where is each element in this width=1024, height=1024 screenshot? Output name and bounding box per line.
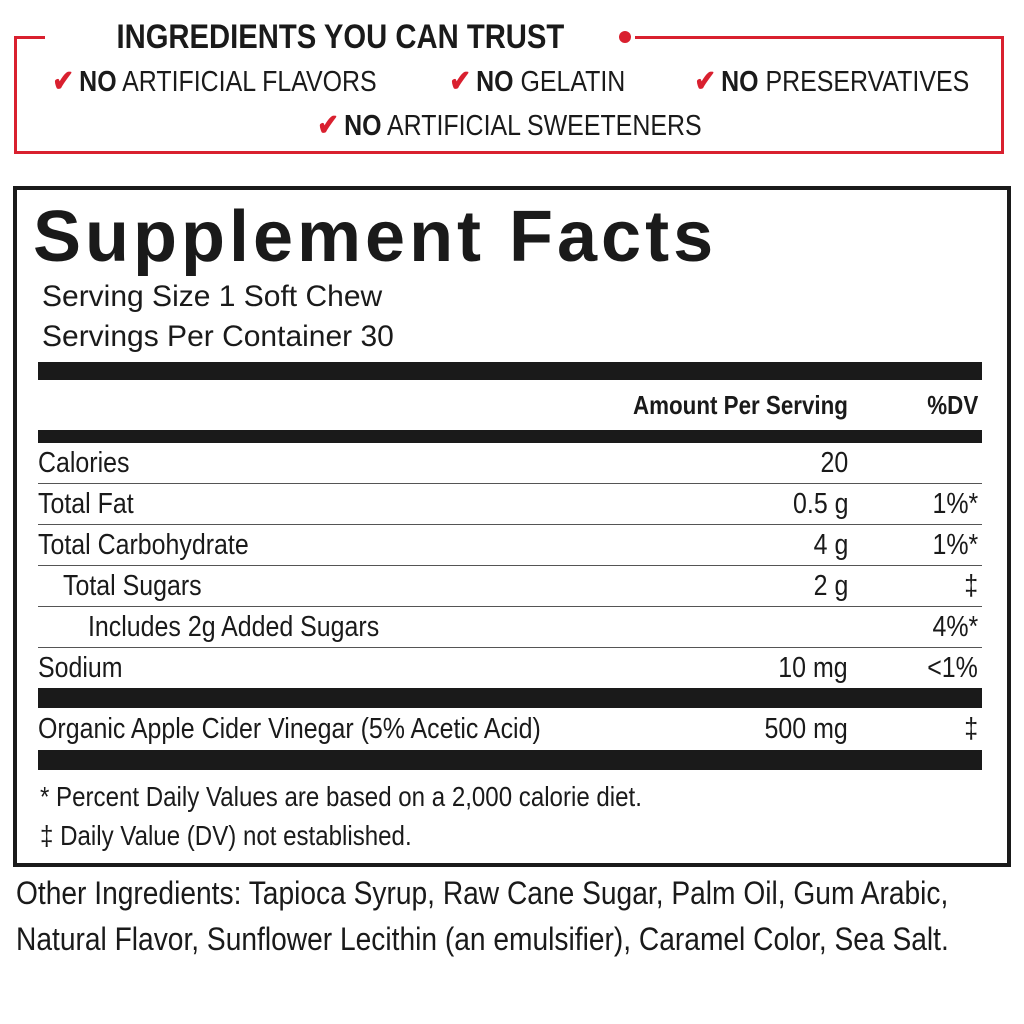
header-dv-text: %DV (927, 390, 978, 420)
claim-text: PRESERVATIVES (765, 66, 970, 98)
nutrient-amount: 20 (820, 447, 848, 479)
nutrient-label: Includes 2g Added Sugars (88, 611, 380, 643)
thick-divider (38, 362, 982, 380)
claim: ✔ NO PRESERVATIVES (694, 64, 969, 100)
footnote-text: * Percent Daily Values are based on a 2,… (40, 781, 642, 812)
thick-divider (38, 688, 982, 708)
ingredient-row: Organic Apple Cider Vinegar (5% Acetic A… (38, 709, 982, 750)
thick-divider (38, 430, 982, 443)
nutrient-label: Sodium (38, 652, 123, 684)
nutrient-label: Total Carbohydrate (38, 529, 249, 561)
serving-size: Serving Size 1 Soft Chew (42, 280, 383, 313)
trust-banner-title: INGREDIENTS YOU CAN TRUST (45, 15, 635, 59)
nutrient-row: Calories 20 (38, 443, 982, 484)
banner-dot (619, 31, 631, 43)
claims-row-2: ✔ NO ARTIFICIAL SWEETENERS (14, 108, 1004, 144)
supplement-facts-panel (13, 186, 1011, 867)
check-icon: ✔ (52, 65, 75, 98)
nutrient-row: Total Fat 0.5 g 1%* (38, 484, 982, 525)
header-amount-text: Amount Per Serving (633, 390, 848, 420)
nutrient-dv: 1%* (932, 488, 978, 520)
nutrient-row: Includes 2g Added Sugars 4%* (38, 607, 982, 648)
footnote-not-established: ‡ Daily Value (DV) not established. (40, 819, 472, 853)
footnote-text: ‡ Daily Value (DV) not established. (40, 820, 412, 851)
claim-bold: NO (476, 66, 514, 98)
nutrient-row: Total Sugars 2 g ‡ (38, 566, 982, 607)
ingredient-dv: ‡ (964, 713, 978, 745)
nutrient-amount: 2 g (813, 570, 848, 602)
nutrient-amount: 4 g (813, 529, 848, 561)
claim: ✔ NO ARTIFICIAL SWEETENERS (317, 108, 701, 144)
nutrient-row: Sodium 10 mg <1% (38, 648, 982, 689)
ingredient-amount: 500 mg (764, 713, 848, 745)
claim-text: GELATIN (520, 66, 626, 98)
nutrient-dv: 1%* (932, 529, 978, 561)
header-dv: %DV (919, 389, 978, 421)
nutrient-label: Total Sugars (63, 570, 202, 602)
claim: ✔ NO ARTIFICIAL FLAVORS (53, 64, 377, 100)
nutrient-label: Total Fat (38, 488, 134, 520)
claims-row-1: ✔ NO ARTIFICIAL FLAVORS ✔ NO GELATIN ✔ NO P… (14, 64, 1004, 100)
footnote-dv: * Percent Daily Values are based on a 2,… (40, 780, 740, 814)
claim-bold: NO (343, 110, 382, 142)
trust-title-text: INGREDIENTS YOU CAN TRUST (116, 18, 564, 56)
check-icon: ✔ (316, 109, 339, 142)
nutrient-amount: 10 mg (778, 652, 848, 684)
facts-title: Supplement Facts (33, 197, 718, 277)
other-ingredients: Other Ingredients: Tapioca Syrup, Raw Ca… (16, 870, 1016, 962)
nutrient-dv: <1% (927, 652, 978, 684)
claim-text: ARTIFICIAL SWEETENERS (386, 110, 702, 142)
servings-per-container: Servings Per Container 30 (42, 320, 394, 353)
nutrient-row: Total Carbohydrate 4 g 1%* (38, 525, 982, 566)
claim-text: ARTIFICIAL FLAVORS (122, 66, 377, 98)
claim: ✔ NO GELATIN (450, 64, 626, 100)
nutrient-dv: 4%* (932, 611, 978, 643)
nutrient-dv: ‡ (964, 570, 978, 602)
claim-bold: NO (721, 66, 759, 98)
other-ingredients-text: Other Ingredients: Tapioca Syrup, Raw Ca… (16, 875, 949, 957)
header-amount: Amount Per Serving (598, 389, 848, 421)
nutrient-amount: 0.5 g (792, 488, 848, 520)
check-icon: ✔ (694, 65, 717, 98)
nutrient-label: Calories (38, 447, 130, 479)
check-icon: ✔ (449, 65, 472, 98)
ingredient-label: Organic Apple Cider Vinegar (5% Acetic A… (38, 713, 541, 745)
claim-bold: NO (79, 66, 117, 98)
thick-divider (38, 750, 982, 770)
